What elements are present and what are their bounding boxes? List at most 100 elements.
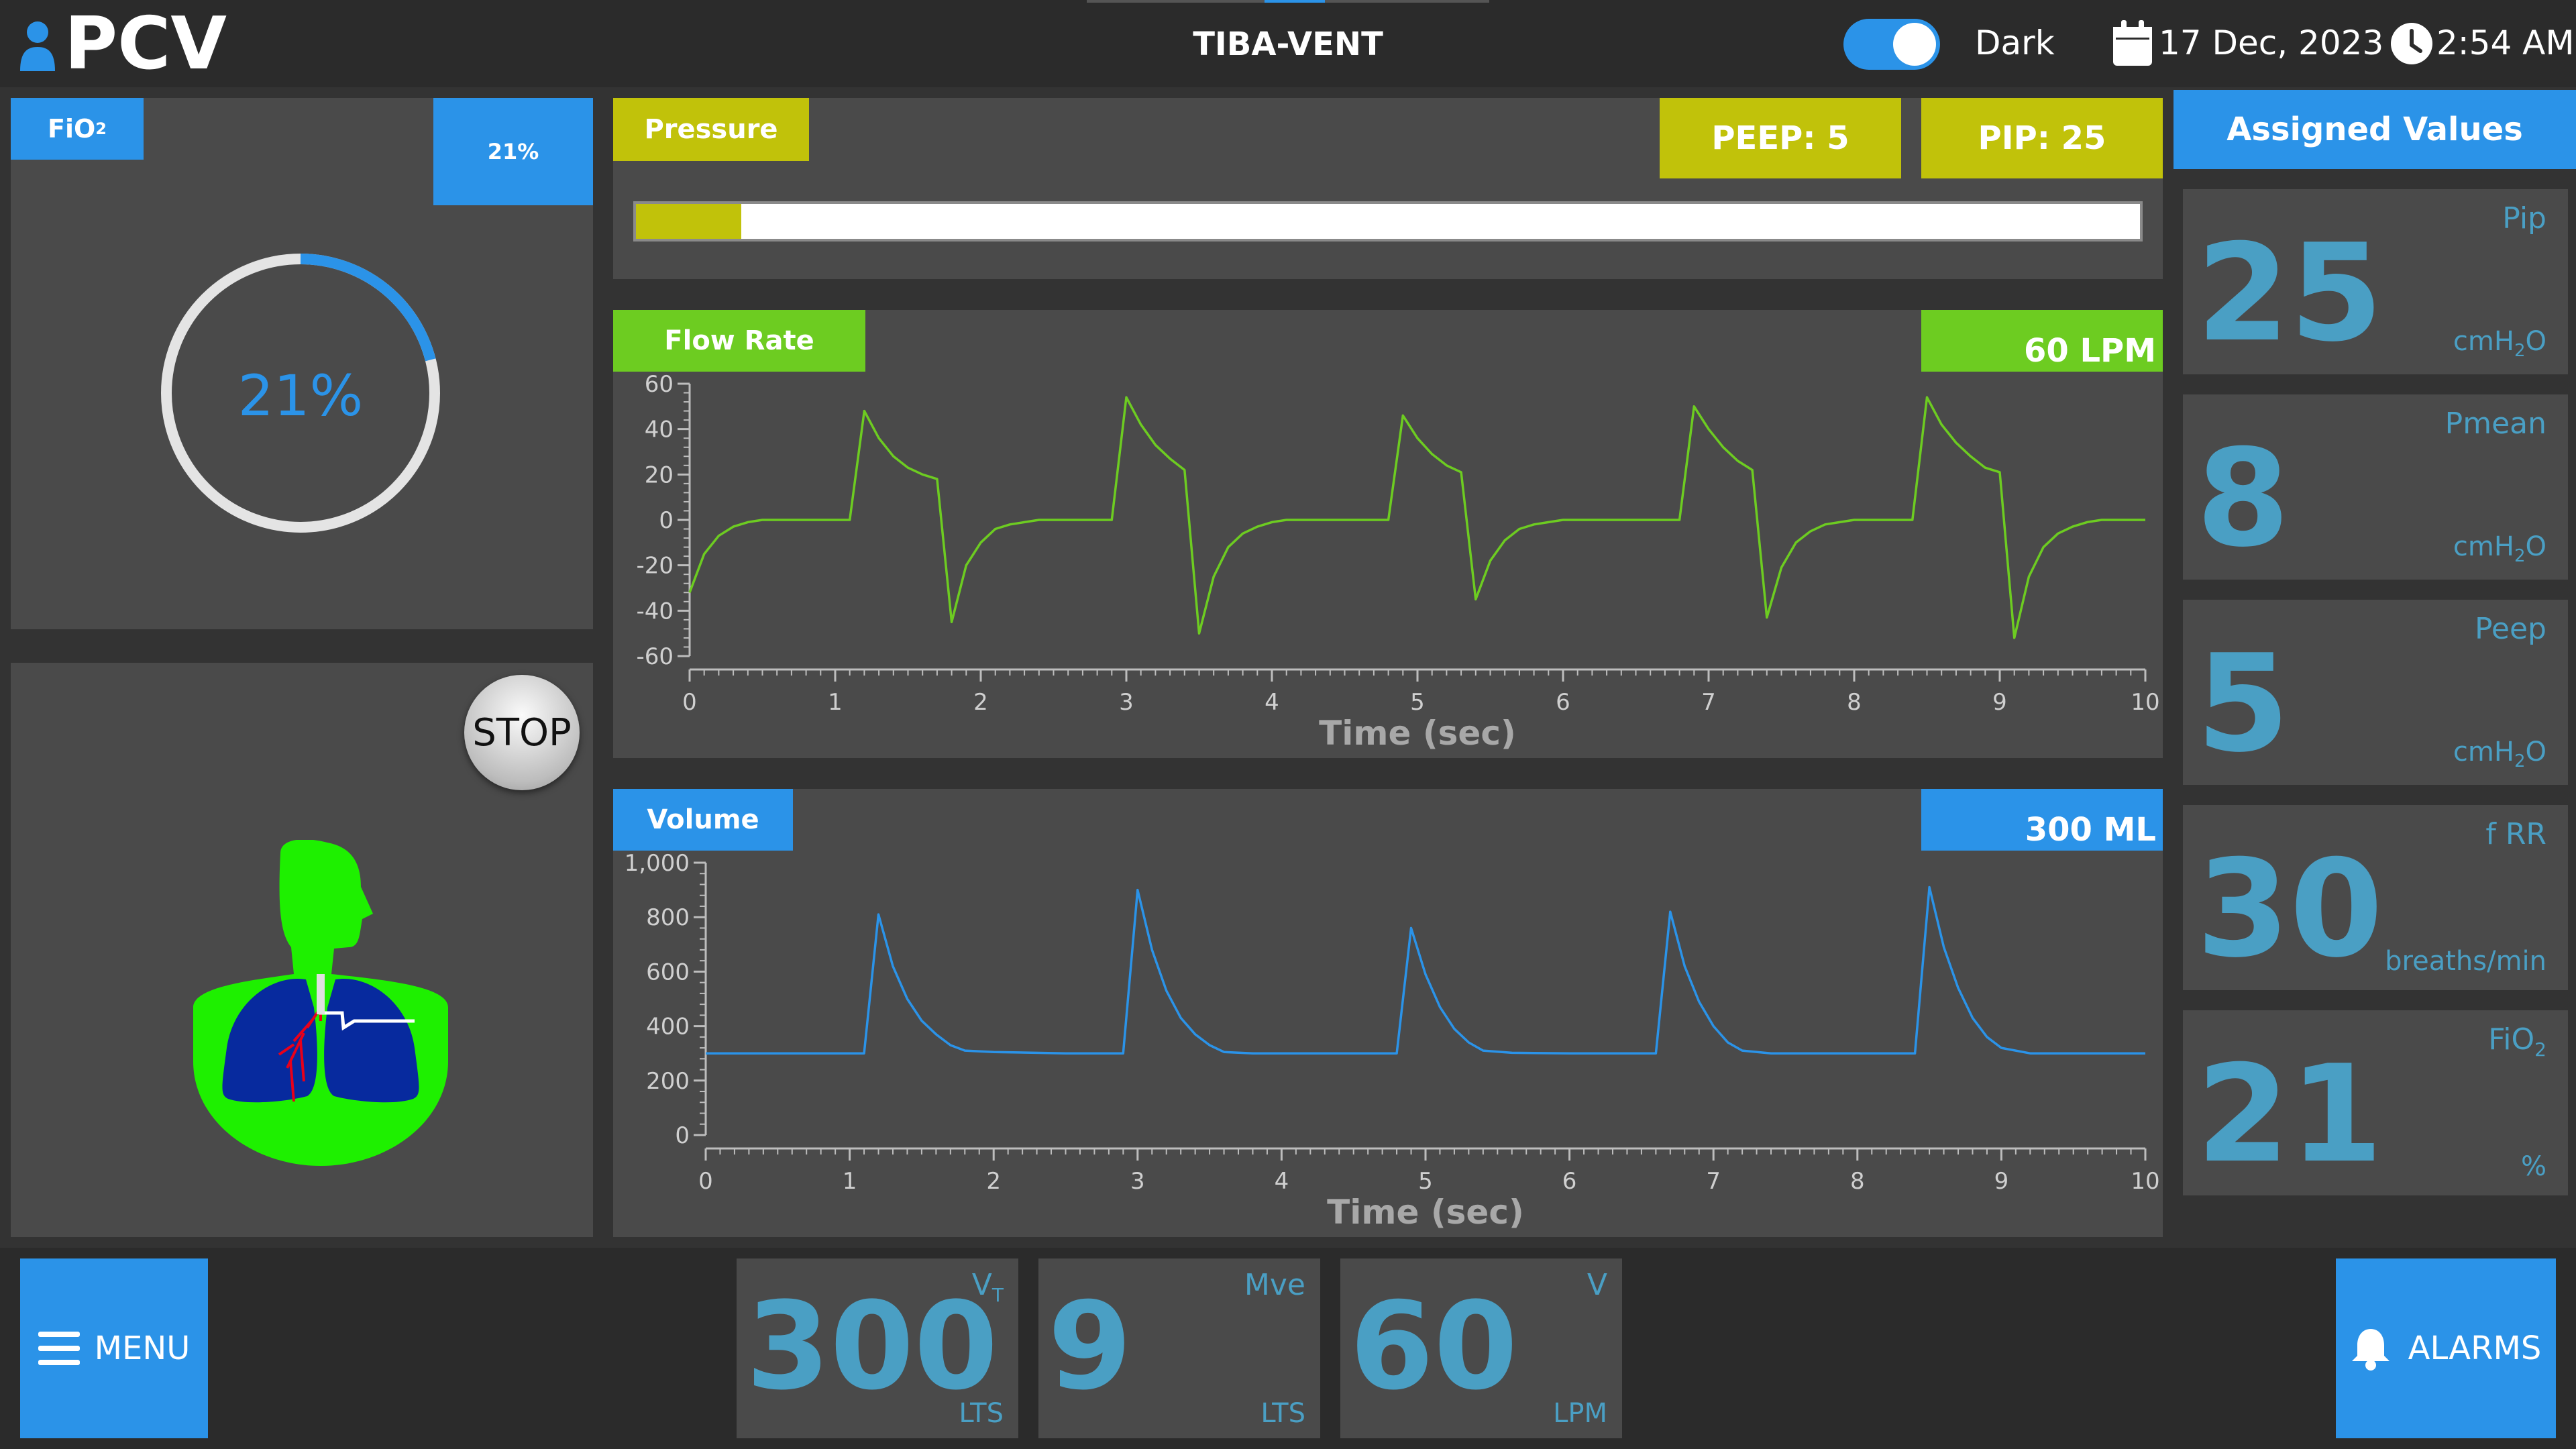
assigned-card-label: f RR <box>2485 817 2546 851</box>
flow-chart-y-tick-label: 0 <box>659 507 674 534</box>
theme-label: Dark <box>1975 23 2055 62</box>
assigned-card-0: Pip 25 cmH2O <box>2183 189 2568 374</box>
flow-chart-x-tick-label: 8 <box>1847 689 1862 716</box>
assigned-card-label: FiO2 <box>2488 1022 2546 1061</box>
assigned-values-header: Assigned Values <box>2174 90 2576 169</box>
pip-badge: PIP: 25 <box>1921 98 2163 178</box>
volume-panel <box>613 789 2163 1237</box>
flow-chart-series-line <box>688 396 2145 639</box>
hamburger-icon <box>38 1332 80 1365</box>
readout-label: V <box>1587 1268 1607 1302</box>
date-readout: 17 Dec, 2023 <box>2159 23 2384 62</box>
readout-card-1: Mve 9 LTS <box>1038 1258 1320 1438</box>
flow-chart-y-tick-label: -20 <box>636 553 674 580</box>
volume-chart-x-tick-label: 2 <box>986 1168 1001 1195</box>
assigned-card-2: Peep 5 cmH2O <box>2183 600 2568 785</box>
volume-chart-x-tick-label: 5 <box>1418 1168 1433 1195</box>
assigned-card-value: 25 <box>2196 215 2383 372</box>
assigned-card-value: 5 <box>2196 626 2290 782</box>
volume-chart-x-tick-label: 4 <box>1275 1168 1289 1195</box>
volume-chart-x-tick-label: 3 <box>1130 1168 1145 1195</box>
peep-badge: PEEP: 5 <box>1660 98 1901 178</box>
assigned-card-3: f RR 30 breaths/min <box>2183 805 2568 990</box>
assigned-card-value: 8 <box>2196 421 2290 577</box>
volume-chart-y-tick-label: 800 <box>646 904 690 931</box>
stop-button-label: STOP <box>472 710 572 755</box>
flow-rate-badge: 60 LPM <box>1921 310 2163 372</box>
clock-icon <box>2390 21 2434 66</box>
fio2-tab[interactable]: FiO 2 <box>11 98 144 160</box>
flow-chart-x-label: Time (sec) <box>1319 714 1516 753</box>
menu-button-label: MENU <box>94 1330 191 1367</box>
fio2-badge: 21% <box>433 98 593 205</box>
flow-rate-panel <box>613 310 2163 758</box>
flow-rate-chart: 60 40 20 0 -20 -40 -60 0 1 2 3 4 5 6 7 8 9 10 Time (sec) <box>636 371 2159 753</box>
assigned-card-unit: cmH2O <box>2453 531 2546 566</box>
pressure-tab[interactable]: Pressure <box>613 98 809 161</box>
flow-chart-x-tick-label: 10 <box>2131 689 2159 716</box>
menu-button[interactable]: MENU <box>20 1258 208 1438</box>
volume-chart-x-tick-label: 6 <box>1562 1168 1577 1195</box>
assigned-card-4: FiO2 21% <box>2183 1010 2568 1195</box>
flow-chart-y-tick-label: -40 <box>636 598 674 625</box>
flow-chart-x-tick-label: 5 <box>1410 689 1425 716</box>
mode-title: PCV <box>64 2 227 86</box>
readout-unit: LTS <box>1260 1398 1305 1429</box>
stop-button[interactable]: STOP <box>464 675 580 790</box>
readout-label: Mve <box>1244 1268 1305 1302</box>
assigned-card-unit: breaths/min <box>2385 946 2546 977</box>
theme-toggle[interactable] <box>1843 19 1940 70</box>
flow-chart-y-tick-label: -60 <box>636 643 674 670</box>
time-readout: 2:54 AM <box>2436 23 2575 62</box>
assigned-card-label: Pmean <box>2445 407 2546 441</box>
flow-chart-y-tick-label: 60 <box>645 371 674 398</box>
readout-unit: LPM <box>1553 1398 1607 1429</box>
alarms-button-label: ALARMS <box>2408 1330 2542 1367</box>
flow-chart-x-tick-label: 7 <box>1701 689 1716 716</box>
volume-chart-x-tick-label: 0 <box>698 1168 713 1195</box>
assigned-card-value: 30 <box>2196 831 2383 987</box>
pressure-panel <box>613 98 2163 279</box>
bell-icon <box>2351 1326 2391 1371</box>
volume-chart-x-tick-label: 8 <box>1850 1168 1865 1195</box>
readout-value: 9 <box>1048 1277 1132 1417</box>
alarms-button[interactable]: ALARMS <box>2336 1258 2556 1438</box>
patient-lungs-icon <box>193 839 448 1166</box>
assigned-card-label: Pip <box>2502 201 2546 235</box>
readout-value: 60 <box>1350 1277 1518 1417</box>
readout-card-2: V 60 LPM <box>1340 1258 1622 1438</box>
fio2-gauge <box>157 250 444 537</box>
flow-rate-tab[interactable]: Flow Rate <box>613 310 865 372</box>
flow-chart-x-tick-label: 2 <box>973 689 988 716</box>
volume-chart-y-tick-label: 0 <box>675 1122 690 1149</box>
flow-chart-y-tick-label: 40 <box>645 417 674 443</box>
volume-chart-series-line <box>706 885 2145 1055</box>
readout-value: 300 <box>746 1277 998 1417</box>
fio2-tab-label: FiO <box>48 114 96 144</box>
top-tab-indicator-active <box>1265 0 1325 3</box>
pressure-bar-fill <box>636 204 741 239</box>
volume-chart-x-tick-label: 7 <box>1706 1168 1721 1195</box>
calendar-icon <box>2112 20 2153 67</box>
flow-chart-x-tick-label: 1 <box>828 689 843 716</box>
readout-label: VT <box>971 1268 1004 1306</box>
flow-chart-x-tick-label: 3 <box>1119 689 1134 716</box>
pressure-bar <box>633 201 2143 241</box>
fio2-gauge-value: 21% <box>237 363 364 429</box>
flow-chart-x-tick-label: 0 <box>682 689 697 716</box>
app-title: TIBA-VENT <box>1193 25 1383 63</box>
assigned-card-unit: cmH2O <box>2453 737 2546 771</box>
fio2-tab-sub: 2 <box>95 119 107 138</box>
volume-tab[interactable]: Volume <box>613 789 793 851</box>
flow-chart-x-tick-label: 6 <box>1556 689 1570 716</box>
flow-chart-y-tick-label: 20 <box>645 462 674 488</box>
assigned-card-value: 21 <box>2196 1036 2383 1193</box>
volume-chart-x-tick-label: 10 <box>2131 1168 2159 1195</box>
volume-chart-y-tick-label: 200 <box>646 1068 690 1095</box>
flow-chart-x-tick-label: 9 <box>1992 689 2007 716</box>
volume-chart-y-tick-label: 1,000 <box>625 850 690 877</box>
readout-unit: LTS <box>959 1398 1004 1429</box>
volume-chart-x-label: Time (sec) <box>1327 1193 1524 1232</box>
volume-chart-x-tick-label: 9 <box>1994 1168 2009 1195</box>
flow-chart-x-tick-label: 4 <box>1265 689 1279 716</box>
